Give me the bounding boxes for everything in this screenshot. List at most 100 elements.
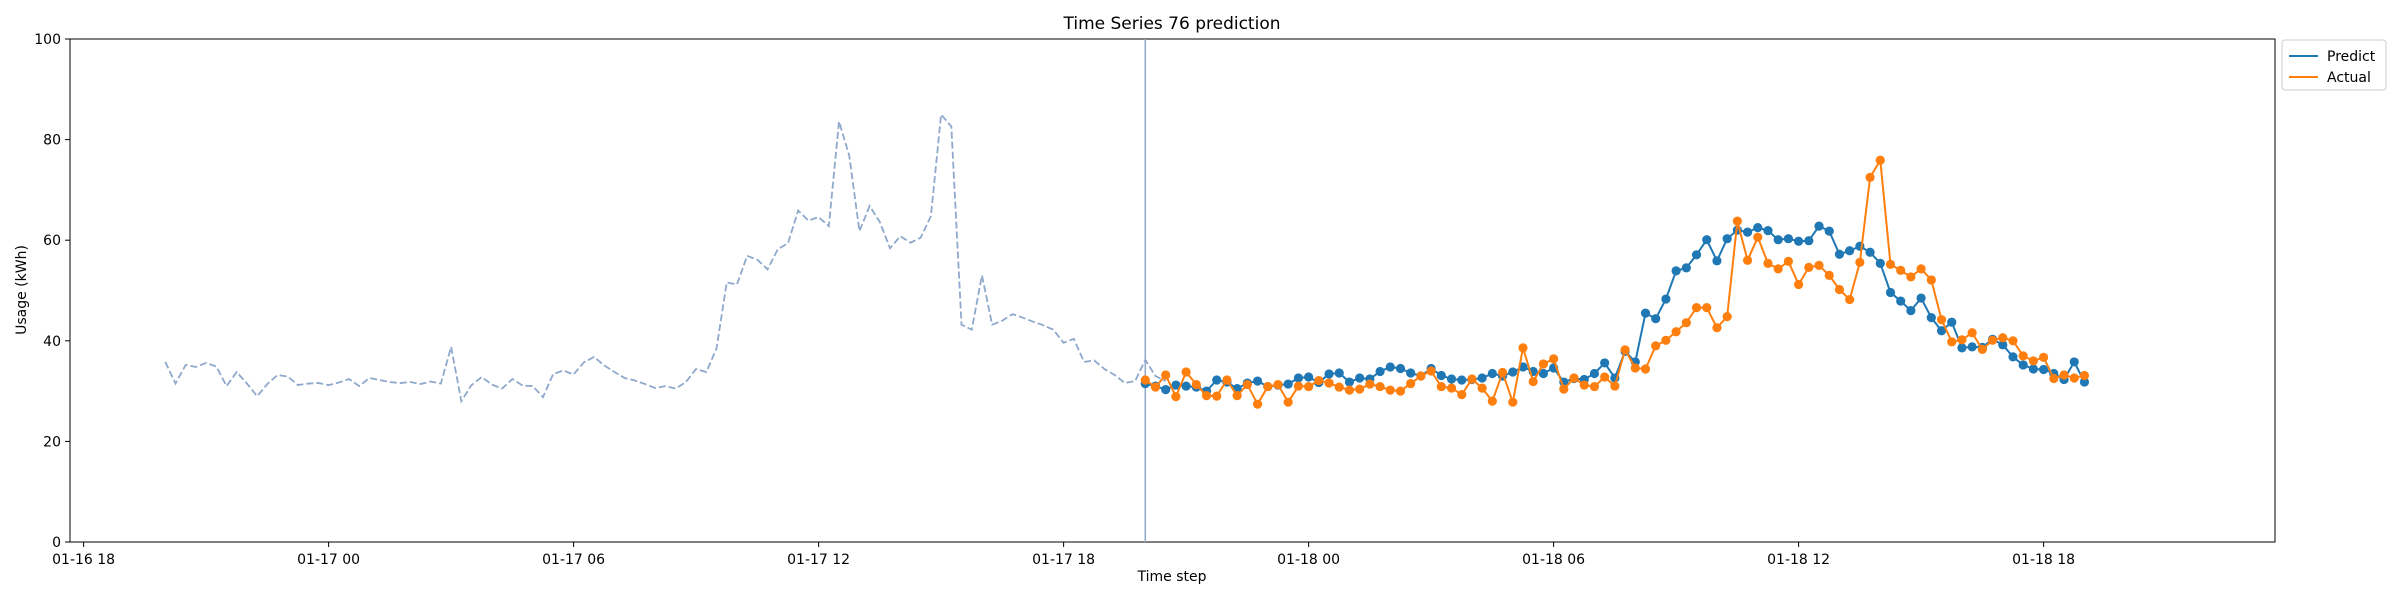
data-point [1671,266,1681,276]
data-point [1845,246,1855,256]
data-point [2069,373,2079,383]
data-point [1375,381,1385,392]
data-point [2039,364,2049,375]
data-point [1150,382,1161,392]
data-point [1600,372,1610,382]
data-point [1549,354,1559,364]
data-point [1630,363,1640,373]
data-point [1344,385,1355,395]
data-point [1875,258,1885,268]
data-point [1712,256,1722,266]
data-point [1681,263,1691,273]
data-point [1702,235,1712,245]
data-point [1304,381,1314,392]
data-point [1691,250,1702,260]
data-point [1579,380,1589,390]
data-point [1385,362,1395,372]
data-point [1406,378,1416,389]
data-point [1783,234,1793,244]
data-point [1947,317,1957,327]
data-point [1936,326,1947,336]
data-point [1763,226,1773,236]
data-point [1651,314,1661,324]
data-point [2018,360,2028,370]
data-point [1559,384,1569,394]
x-tick-label: 01-18 18 [2012,552,2075,568]
actual-series [1140,155,2090,409]
data-point [1171,380,1181,390]
data-point [1896,296,1906,306]
data-point [1487,396,1497,406]
y-tick-label: 60 [43,233,61,249]
data-point [1304,372,1314,382]
data-point [1385,385,1395,395]
data-point [1589,368,1600,379]
data-point [1487,368,1497,379]
data-point [1926,275,1936,285]
data-point [1702,303,1712,313]
data-point [2028,356,2038,366]
data-point [1661,294,1671,304]
series-line [1145,224,2086,393]
data-point [1375,366,1385,377]
data-point [1998,340,2008,350]
data-point [1885,259,1896,269]
series-line [164,112,1167,404]
data-point [1906,272,1916,282]
data-point [1334,368,1344,378]
data-point [1508,397,1518,407]
data-point [1947,337,1957,347]
data-point [1436,381,1446,392]
plot-area [69,38,2276,543]
data-point [1987,335,1998,345]
data-point [1528,376,1538,387]
data-point [1926,313,1936,323]
data-point [1212,375,1222,385]
data-point [1640,308,1651,318]
data-point [1355,373,1365,383]
data-point [1957,343,1967,353]
data-point [1936,315,1947,325]
data-point [1477,383,1487,393]
chart-title: Time Series 76 prediction [1062,14,1280,34]
data-point [1916,264,1926,274]
data-point [1640,364,1651,374]
data-point [1906,306,1916,316]
data-point [1181,367,1191,377]
data-point [1416,371,1426,381]
data-point [2069,357,2079,367]
data-point [1691,303,1702,313]
data-point [2039,352,2049,362]
data-point [1222,375,1232,385]
data-point [1589,381,1600,392]
data-point [1324,369,1334,379]
data-point [1967,328,1977,338]
data-point [1232,391,1242,401]
x-tick-label: 01-17 06 [542,552,605,568]
legend-label: Actual [2327,70,2371,86]
data-point [1804,262,1814,272]
x-tick-label: 01-17 00 [297,552,360,568]
data-point [1773,264,1783,274]
data-point [1722,234,1732,244]
data-point [1875,155,1885,165]
data-point [1967,342,1977,352]
data-point [1497,367,1508,378]
data-point [1896,265,1906,275]
data-point [1794,279,1804,290]
data-point [1263,381,1273,392]
data-point [1283,397,1293,407]
data-point [1457,390,1467,400]
data-point [1365,379,1375,389]
data-point [1865,247,1875,257]
x-tick-label: 01-16 18 [52,552,115,568]
x-axis: 01-16 18 01-17 00 01-17 06 01-17 12 01-17 18… [52,542,2075,568]
y-tick-label: 100 [34,32,61,48]
data-point [1804,236,1814,246]
data-point [1518,343,1528,353]
data-point [1293,373,1303,383]
data-point [1865,172,1875,182]
data-point [1753,223,1763,233]
data-point [1212,391,1222,401]
data-point [2049,373,2059,384]
